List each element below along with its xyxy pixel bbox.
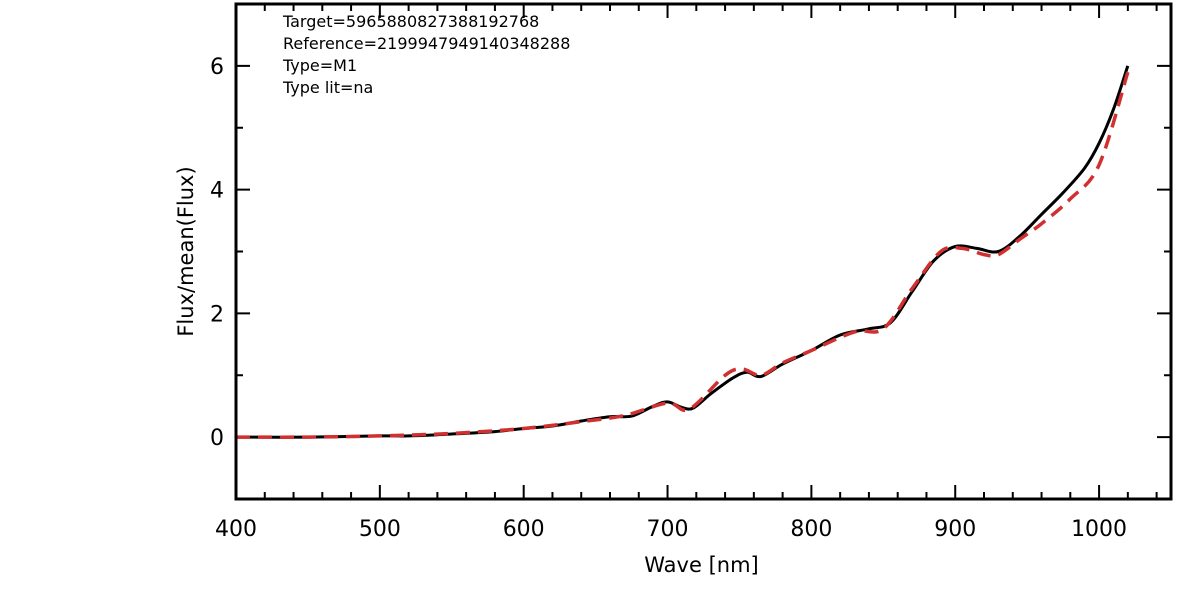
y-tick-label: 0 <box>210 426 224 451</box>
x-tick-label: 400 <box>215 517 257 542</box>
x-tick-label: 1000 <box>1071 517 1127 542</box>
x-tick-label: 500 <box>359 517 401 542</box>
y-tick-label: 4 <box>210 179 224 204</box>
plot-frame <box>234 2 1173 501</box>
annotation-line: Target=5965880827388192768 <box>282 12 539 31</box>
target-spectrum-line <box>235 65 1130 439</box>
x-tick-label: 900 <box>934 517 976 542</box>
x-tick-label: 600 <box>503 517 545 542</box>
reference-spectrum-line <box>235 71 1130 439</box>
annotation-block: Target=5965880827388192768 Reference=2199… <box>282 12 570 97</box>
annotation-line: Type lit=na <box>282 78 373 97</box>
x-tick-label: 800 <box>790 517 832 542</box>
annotation-line: Type=M1 <box>282 56 357 75</box>
y-axis-title: Flux/mean(Flux) <box>174 166 198 336</box>
y-tick-labels: 0 2 4 6 <box>210 55 224 451</box>
x-tick-label: 700 <box>647 517 689 542</box>
y-tick-label: 2 <box>210 302 224 327</box>
y-tick-label: 6 <box>210 55 224 80</box>
x-tick-labels: 400 500 600 700 800 900 1000 <box>215 517 1127 542</box>
x-axis-title: Wave [nm] <box>644 553 758 577</box>
annotation-line: Reference=2199947949140348288 <box>283 34 570 53</box>
series-group <box>235 65 1130 439</box>
tick-marks <box>235 3 1171 500</box>
